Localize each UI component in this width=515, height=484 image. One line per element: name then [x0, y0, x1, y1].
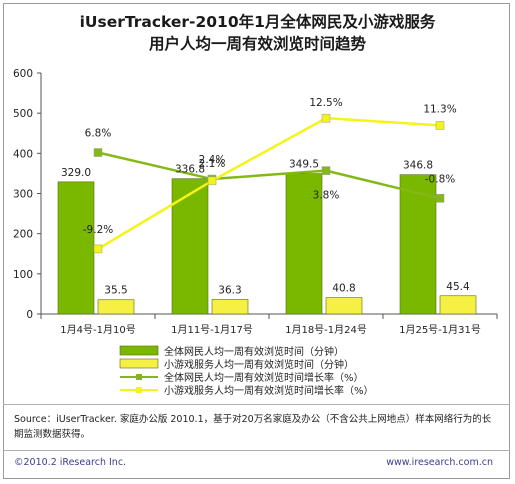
rate-game-users-value-label: 12.5% [309, 97, 342, 109]
y-tick-label: 500 [13, 108, 33, 120]
rate-all-users-marker [435, 194, 445, 203]
rate-all-users-value-label: 2.4% [199, 154, 226, 166]
rate-all-users-line [97, 151, 441, 200]
bar-all-users [171, 178, 209, 315]
rate-all-users-value-label: 6.8% [85, 128, 112, 140]
bar-game-value-label: 35.5 [104, 285, 127, 297]
bar-game-users [439, 295, 477, 315]
bar-game-users [325, 297, 363, 315]
rate-game-users-marker [93, 244, 103, 254]
legend-game-users-rate-marker [136, 387, 142, 393]
x-tick-label: 1月11号-1月17号 [171, 324, 253, 336]
y-tick-label: 100 [13, 269, 33, 281]
rate-game-users-line [97, 116, 441, 251]
bar-all-value-label: 346.8 [403, 160, 433, 172]
rate-game-users-marker [321, 113, 331, 123]
chart-title-line2: 用户人均一周有效浏览时间趋势 [148, 35, 366, 53]
chart-svg: 0 100 200 300 400 500 600 1月4号-1月10号 1月11号-1月17号… [13, 68, 498, 397]
bar-game-value-label: 45.4 [446, 281, 470, 293]
rate-game-users-value-label: -9.2% [83, 224, 113, 236]
bar-all-users [57, 181, 95, 315]
y-tick-label: 600 [13, 68, 33, 80]
bar-all-users [399, 174, 437, 315]
bar-game-value-label: 36.3 [218, 284, 241, 296]
rate-all-users-value-label: -0.8% [425, 173, 455, 185]
rate-game-users-value-label: 11.3% [423, 103, 456, 115]
bar-game-value-label: 40.8 [332, 283, 355, 295]
bar-game-users [97, 299, 135, 315]
rate-all-users-marker [321, 166, 331, 175]
bar-all-users [285, 173, 323, 315]
chart-title-line1: iUserTracker-2010年1月全体网民及小游戏服务 [79, 13, 436, 31]
source-divider [3, 404, 510, 405]
legend-game-users-rate-label: 小游戏服务人均一周有效浏览时间增长率（%） [164, 384, 374, 397]
legend-all-users-rate-marker [136, 374, 142, 380]
legend-game-users-time-label: 小游戏服务人均一周有效浏览时间（分钟） [164, 358, 354, 371]
source-note: Source：iUserTracker. 家庭办公版 2010.1，基于对20万… [14, 414, 492, 440]
footer-divider [3, 450, 510, 451]
rate-all-users-marker [93, 148, 103, 157]
rate-game-users-value-label: 2.1% [199, 158, 226, 170]
website-link[interactable]: www.iresearch.com.cn [386, 457, 493, 468]
copyright-text: ©2010.2 iResearch Inc. [14, 457, 127, 468]
y-tick-label: 300 [13, 189, 33, 201]
y-tick-label: 200 [13, 229, 33, 241]
bar-game-users [211, 299, 249, 315]
y-tick-label: 400 [13, 148, 33, 160]
rate-all-users-value-label: 3.8% [313, 190, 340, 202]
y-tick-label: 0 [26, 309, 33, 321]
x-tick-label: 1月4号-1月10号 [60, 324, 135, 336]
x-tick-label: 1月25号-1月31号 [399, 324, 481, 336]
legend-all-users-time-label: 全体网民人均一周有效浏览时间（分钟） [164, 345, 344, 358]
x-tick-label: 1月18号-1月24号 [285, 324, 367, 336]
legend-all-users-rate-label: 全体网民人均一周有效浏览时间增长率（%） [164, 371, 364, 384]
rate-game-users-marker [207, 176, 217, 186]
legend-all-users-time-swatch [119, 345, 159, 356]
bar-all-value-label: 329.0 [61, 167, 91, 179]
legend-game-users-time-swatch [119, 358, 159, 369]
rate-game-users-marker [435, 121, 445, 130]
bar-all-value-label: 349.5 [289, 159, 319, 171]
bar-all-value-label: 336.8 [175, 164, 205, 176]
